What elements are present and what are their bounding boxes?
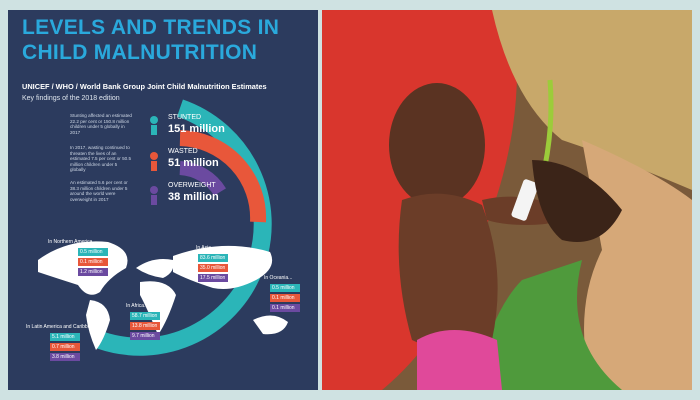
value: 151 million [168, 123, 225, 135]
region-name: In Northern America... [48, 239, 97, 245]
region-value: 0.5 million [78, 248, 108, 256]
region-value: 0.1 million [270, 304, 300, 312]
icons [150, 116, 158, 135]
region-value: 35.0 million [198, 264, 228, 272]
region-value: 9.7 million [130, 332, 160, 340]
label: STUNTED [168, 114, 202, 121]
value: 38 million [168, 191, 219, 203]
label: WASTED [168, 148, 198, 155]
region-value: 0.7 million [50, 343, 80, 351]
region-value: 1.2 million [78, 268, 108, 276]
label: OVERWEIGHT [168, 182, 216, 189]
title: CHILD MALNUTRITION [22, 41, 258, 64]
note: An estimated 5.6 per cent or 38.3 millio… [70, 180, 128, 202]
subtitle: UNICEF / WHO / World Bank Group Joint Ch… [22, 82, 267, 91]
region-value: 5.1 million [50, 333, 80, 341]
title: LEVELS AND TRENDS IN [22, 16, 280, 39]
overweight-ring [179, 161, 226, 196]
region-name: In Asia... [196, 245, 216, 251]
photo [322, 10, 692, 390]
value: 51 million [168, 157, 219, 169]
region-name: In Africa... [126, 303, 149, 309]
region-value: 83.6 million [198, 254, 228, 262]
note: Stunting affected an estimated 22.2 per … [70, 113, 132, 135]
region-value: 13.8 million [130, 322, 160, 330]
infographic: LEVELS AND TRENDS IN CHILD MALNUTRITION … [8, 10, 318, 390]
region-value: 0.1 million [78, 258, 108, 266]
region-value: 0.5 million [270, 284, 300, 292]
region-name: In Latin America and Caribbean... [26, 324, 101, 330]
region-value: 17.5 million [198, 274, 228, 282]
region-value: 3.8 million [50, 353, 80, 361]
region-name: In Oceania... [264, 275, 293, 281]
wasted-ring [179, 130, 267, 223]
note: In 2017, wasting continued to threaten t… [70, 145, 132, 173]
region-value: 58.7 million [130, 312, 160, 320]
edition: Key findings of the 2018 edition [22, 95, 120, 102]
region-value: 0.1 million [270, 294, 300, 302]
